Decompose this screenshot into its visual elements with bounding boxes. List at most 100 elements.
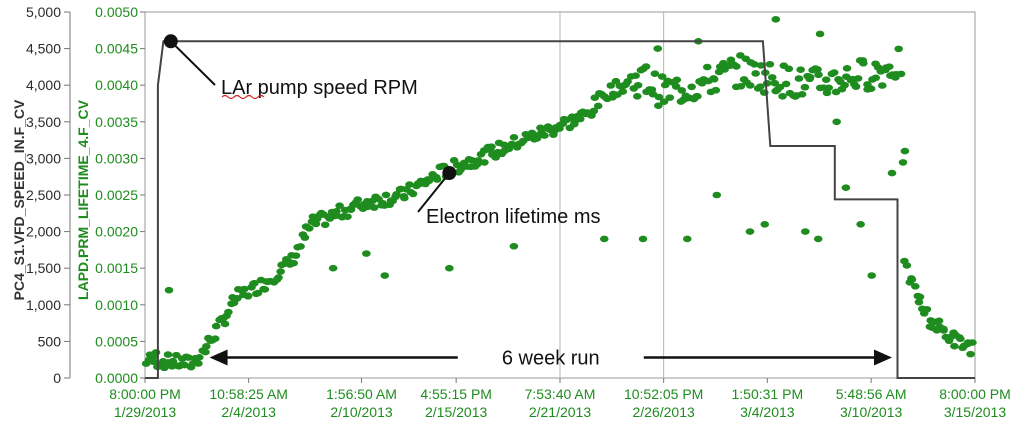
- lifetime-point: [745, 82, 755, 89]
- lifetime-point: [300, 234, 310, 241]
- left-axis-ticks: 0 500 1,000 1,500 2,000 2,500 3,000 3,500 4,000 4…: [26, 4, 71, 386]
- lifetime-point: [276, 268, 285, 275]
- lifetime-point: [751, 70, 760, 77]
- run-arrow-right-head: [874, 349, 892, 366]
- right-tick-label: 0.0050: [95, 4, 138, 20]
- x-tick-date: 2/4/2013: [221, 404, 276, 420]
- x-tick-time: 8:00:00 PM: [109, 386, 181, 402]
- lifetime-point: [593, 102, 603, 110]
- lifetime-point: [760, 220, 770, 228]
- lifetime-point: [289, 259, 298, 267]
- lifetime-point: [859, 59, 868, 67]
- left-axis-label: PC4_S1.VFD_SPEED_IN.F_CV: [11, 99, 27, 300]
- lifetime-point: [509, 242, 519, 250]
- lifetime-point: [618, 88, 628, 95]
- lifetime-point: [424, 177, 434, 185]
- lifetime-point: [887, 169, 897, 177]
- lifetime-point: [736, 83, 746, 90]
- lifetime-point: [233, 295, 242, 302]
- lifetime-point: [260, 286, 270, 293]
- lifetime-point: [767, 74, 777, 81]
- lifetime-point: [654, 93, 664, 101]
- lifetime-point: [606, 82, 616, 89]
- lifetime-point: [599, 235, 609, 243]
- lifetime-point: [239, 285, 249, 293]
- lifetime-point: [211, 322, 221, 330]
- lifetime-point: [775, 83, 785, 91]
- lifetime-point: [856, 220, 865, 228]
- lifetime-point: [353, 196, 363, 203]
- lifetime-point: [712, 191, 722, 199]
- lifetime-point: [821, 76, 831, 83]
- x-tick-time: 8:00:00 PM: [939, 386, 1011, 402]
- lifetime-point: [250, 279, 259, 287]
- lifetime-point: [907, 276, 917, 283]
- x-tick-date: 1/29/2013: [114, 404, 176, 420]
- lifetime-point: [765, 60, 775, 68]
- left-tick-label: 3,000: [26, 150, 61, 166]
- lifetime-point: [296, 243, 305, 250]
- x-axis-ticks: 8:00:00 PM 1/29/2013 10:58:25 AM 2/4/2013 1:…: [109, 378, 1011, 420]
- lifetime-point: [796, 66, 805, 74]
- lifetime-point: [380, 272, 390, 279]
- lifetime-point: [900, 147, 910, 155]
- lifetime-point: [687, 83, 696, 91]
- lifetime-point: [362, 250, 371, 257]
- lifetime-point: [867, 272, 877, 279]
- lifetime-point: [756, 83, 765, 90]
- right-axis-ticks: 0.0000 0.0005 0.0010 0.0015 0.0020 0.0025 0.00…: [95, 4, 145, 386]
- right-tick-label: 0.0030: [95, 150, 138, 166]
- lifetime-point: [445, 264, 454, 272]
- lifetime-point: [590, 94, 600, 102]
- lifetime-point: [540, 132, 549, 139]
- lifetime-point: [253, 289, 263, 297]
- lifetime-point: [871, 74, 881, 82]
- lifetime-point: [328, 264, 338, 272]
- lifetime-point: [750, 60, 759, 68]
- lifetime-point: [202, 343, 211, 350]
- lifetime-point: [184, 354, 193, 361]
- lifetime-point: [898, 159, 908, 166]
- lifetime-point: [623, 78, 632, 85]
- lifetime-point: [824, 84, 833, 92]
- lifetime-point: [611, 77, 621, 85]
- lifetime-point: [968, 339, 977, 346]
- lifetime-point: [369, 204, 379, 211]
- lifetime-point: [842, 64, 852, 72]
- pump-annotation-label: LAr pump speed RPM: [221, 77, 418, 99]
- lifetime-point: [243, 292, 253, 300]
- lifetime-point: [801, 228, 810, 235]
- x-tick-date: 3/4/2013: [740, 404, 795, 420]
- left-tick-label: 2,000: [26, 224, 61, 240]
- lifetime-point: [956, 335, 965, 343]
- right-axis-label: LAPD.PRM_LIFETIME_4.F_CV: [75, 99, 91, 300]
- x-tick-date: 2/21/2013: [529, 404, 591, 420]
- lifetime-point: [575, 115, 585, 123]
- x-tick-time: 1:50:31 PM: [732, 386, 804, 402]
- lifetime-point: [335, 202, 344, 210]
- lifetime-point: [274, 274, 283, 281]
- lifetime-point: [641, 63, 651, 70]
- lifetime-point: [659, 98, 669, 106]
- lifetime-point: [745, 228, 755, 235]
- electron-lifetime-series: [141, 16, 977, 372]
- lifetime-point: [885, 63, 894, 70]
- lifetime-point: [672, 76, 682, 84]
- lifetime-point: [467, 156, 477, 164]
- lifetime-point: [784, 65, 794, 73]
- lifetime-point: [781, 80, 791, 88]
- run-annotation-label: 6 week run: [502, 348, 600, 370]
- right-tick-label: 0.0005: [95, 333, 138, 349]
- lifetime-point: [813, 235, 823, 243]
- lifetime-point: [709, 75, 719, 83]
- lifetime-point: [343, 213, 352, 220]
- run-arrow-left-head: [209, 349, 228, 366]
- lifetime-point: [894, 45, 903, 53]
- lifetime-point: [392, 191, 401, 198]
- lifetime-point: [491, 154, 501, 161]
- lifetime-point: [914, 298, 924, 306]
- lifetime-point: [653, 45, 663, 52]
- lifetime-point: [400, 194, 409, 202]
- lifetime-point: [405, 181, 414, 188]
